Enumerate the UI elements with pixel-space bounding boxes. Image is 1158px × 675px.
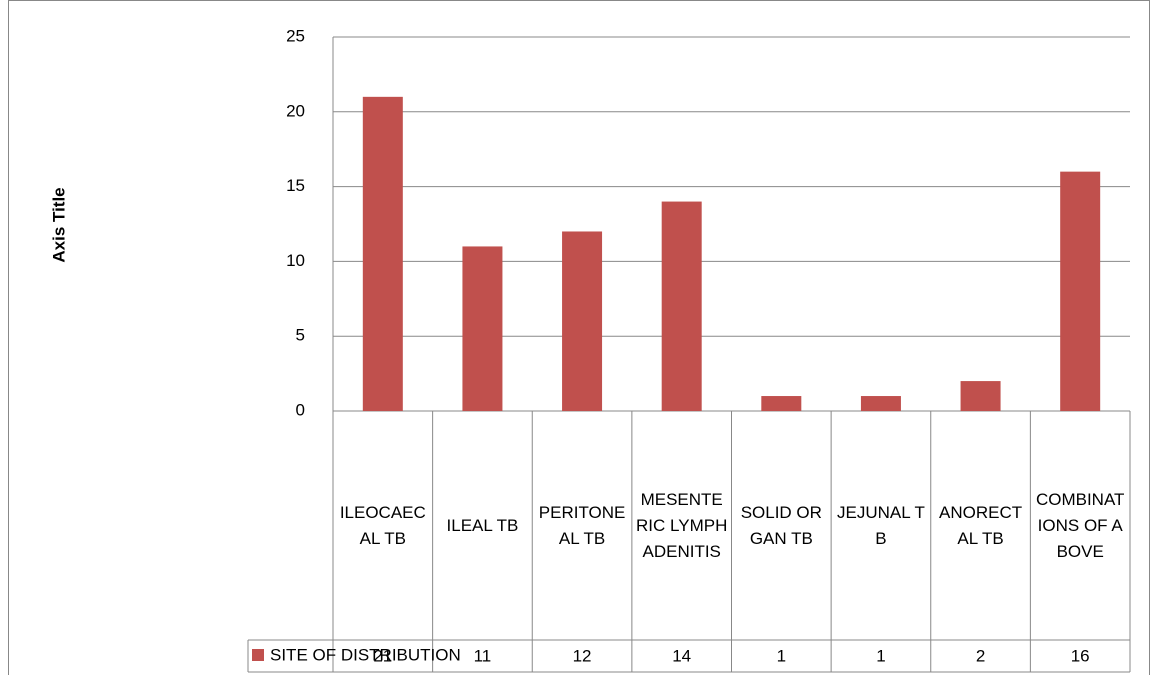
table-value: 2: [976, 646, 985, 665]
bar: [462, 246, 503, 411]
x-tick-label: ANORECTAL TB: [939, 502, 1023, 548]
chart-border: [8, 0, 1150, 675]
x-tick-label-box: MESENTERIC LYMPHADENITIS: [636, 489, 728, 561]
table-value: 1: [777, 646, 786, 665]
x-tick-label: PERITONEAL TB: [538, 502, 626, 548]
bar: [362, 96, 403, 411]
y-tick-label: 5: [296, 326, 305, 345]
x-tick-label: SOLID ORGAN TB: [740, 502, 822, 548]
x-tick-label-box: SOLID ORGAN TB: [740, 502, 822, 548]
legend-label: SITE OF DISTRIBUTION: [270, 645, 461, 664]
y-tick-label: 0: [296, 400, 305, 419]
y-tick-label: 15: [286, 176, 305, 195]
x-tick-label: JEJUNAL TB: [837, 502, 925, 548]
x-tick-label: MESENTERIC LYMPHADENITIS: [636, 489, 728, 561]
x-tick-label: ILEOCAECAL TB: [339, 502, 426, 548]
bar: [860, 396, 901, 411]
bar: [562, 231, 603, 411]
table-value: 14: [672, 646, 691, 665]
x-tick-label-box: COMBINATIONS OF ABOVE: [1035, 489, 1125, 561]
table-value: 1: [876, 646, 885, 665]
x-tick-label-box: ILEAL TB: [446, 515, 519, 535]
bar: [761, 396, 802, 411]
table-value: 16: [1071, 646, 1090, 665]
legend-key: [252, 649, 264, 661]
x-tick-label-box: ANORECTAL TB: [939, 502, 1023, 548]
table-value: 21: [373, 646, 392, 665]
y-axis-title: Axis Title: [49, 187, 68, 262]
y-tick-label: 10: [286, 251, 305, 270]
bar: [661, 201, 702, 411]
table-value: 11: [474, 646, 492, 665]
x-tick-label: ILEAL TB: [446, 515, 519, 535]
y-tick-label: 25: [286, 26, 305, 45]
x-tick-label-box: JEJUNAL TB: [837, 502, 925, 548]
x-tick-label: COMBINATIONS OF ABOVE: [1035, 489, 1125, 561]
x-tick-label-box: PERITONEAL TB: [538, 502, 626, 548]
y-tick-label: 20: [286, 101, 305, 120]
bar: [960, 381, 1001, 411]
bar: [1060, 171, 1101, 411]
table-value: 12: [573, 646, 592, 665]
x-tick-label-box: ILEOCAECAL TB: [339, 502, 426, 548]
